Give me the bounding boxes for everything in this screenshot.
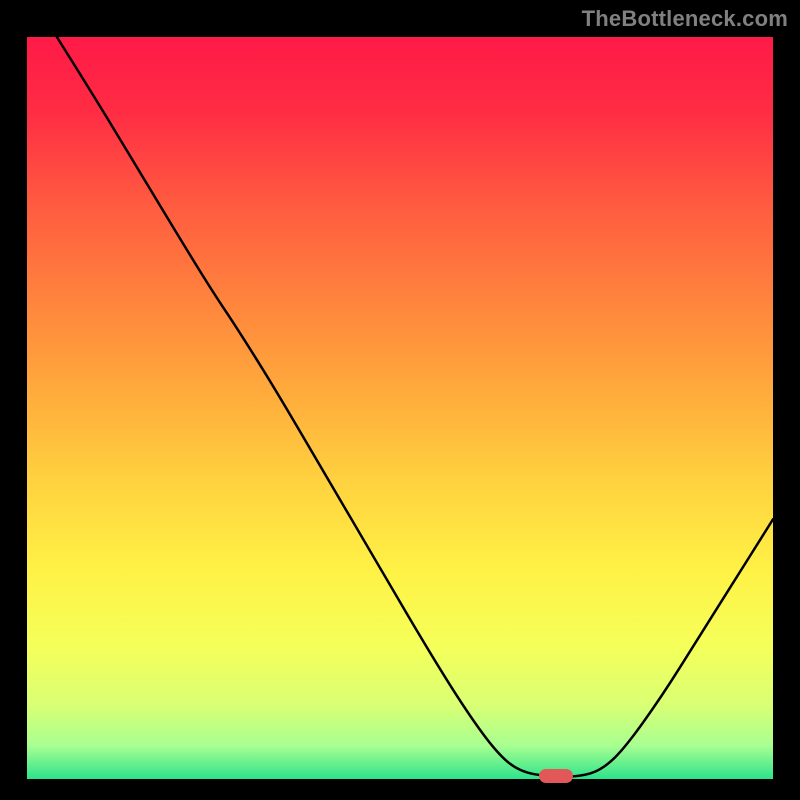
- chart-stage: TheBottleneck.com: [0, 0, 800, 800]
- gradient-background: [27, 37, 773, 779]
- watermark-text: TheBottleneck.com: [582, 6, 788, 32]
- curve-path: [57, 37, 773, 777]
- plot-area: [24, 34, 776, 782]
- bottleneck-curve: [27, 37, 773, 779]
- minimum-marker: [539, 769, 573, 783]
